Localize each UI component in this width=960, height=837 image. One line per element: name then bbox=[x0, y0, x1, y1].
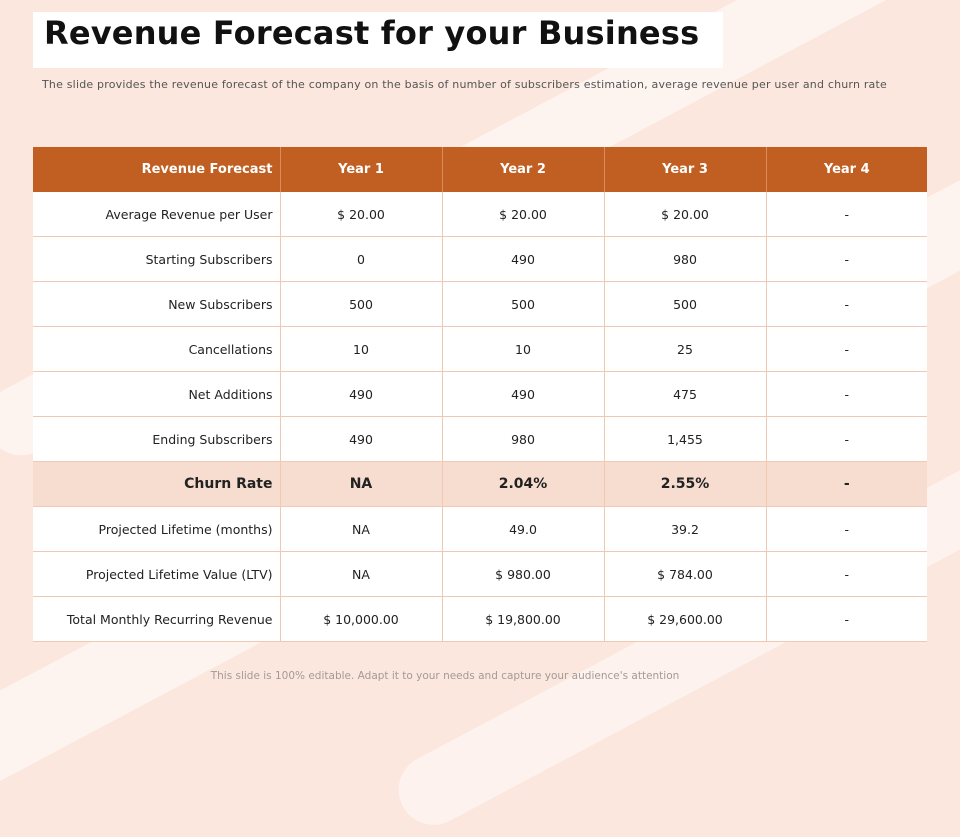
table-cell: NA bbox=[280, 506, 443, 552]
table-cell: $ 19,800.00 bbox=[442, 596, 605, 642]
table-cell: 49.0 bbox=[442, 506, 605, 552]
table-cell: 500 bbox=[280, 281, 443, 327]
table-cell: 25 bbox=[604, 326, 767, 372]
row-label: Projected Lifetime (months) bbox=[33, 506, 281, 552]
table-cell: $ 10,000.00 bbox=[280, 596, 443, 642]
column-header: Year 3 bbox=[604, 147, 767, 192]
table-cell: 490 bbox=[280, 416, 443, 462]
table-cell: 490 bbox=[442, 371, 605, 417]
row-label: Net Additions bbox=[33, 371, 281, 417]
row-label: New Subscribers bbox=[33, 281, 281, 327]
table-row: Projected Lifetime (months) NA 49.0 39.2… bbox=[33, 506, 927, 552]
table-cell: $ 784.00 bbox=[604, 551, 767, 597]
footer-note: This slide is 100% editable. Adapt it to… bbox=[210, 670, 680, 682]
table-row: Cancellations 10 10 25 - bbox=[33, 326, 927, 372]
row-label: Ending Subscribers bbox=[33, 416, 281, 462]
row-label: Average Revenue per User bbox=[33, 192, 281, 237]
table-cell: - bbox=[766, 551, 927, 597]
table-header-row: Revenue Forecast Year 1 Year 2 Year 3 Ye… bbox=[33, 147, 927, 192]
page-title: Revenue Forecast for your Business bbox=[44, 14, 700, 52]
table-cell: 500 bbox=[442, 281, 605, 327]
row-label: Projected Lifetime Value (LTV) bbox=[33, 551, 281, 597]
table-cell: $ 980.00 bbox=[442, 551, 605, 597]
table-cell: 490 bbox=[442, 236, 605, 282]
table-cell: 10 bbox=[280, 326, 443, 372]
table-cell: - bbox=[766, 371, 927, 417]
table-cell: NA bbox=[280, 551, 443, 597]
table-cell: 475 bbox=[604, 371, 767, 417]
table-row: Starting Subscribers 0 490 980 - bbox=[33, 236, 927, 282]
table-cell: - bbox=[766, 596, 927, 642]
table-cell: - bbox=[766, 192, 927, 237]
table-cell: 0 bbox=[280, 236, 443, 282]
table-row: Total Monthly Recurring Revenue $ 10,000… bbox=[33, 596, 927, 642]
table-cell: - bbox=[766, 236, 927, 282]
revenue-forecast-table: Revenue Forecast Year 1 Year 2 Year 3 Ye… bbox=[33, 147, 927, 642]
table-cell: 2.04% bbox=[442, 461, 605, 507]
table-row: Net Additions 490 490 475 - bbox=[33, 371, 927, 417]
table-cell: - bbox=[766, 416, 927, 462]
column-header: Year 1 bbox=[280, 147, 443, 192]
table-row: Average Revenue per User $ 20.00 $ 20.00… bbox=[33, 192, 927, 237]
table-cell: 1,455 bbox=[604, 416, 767, 462]
row-label: Churn Rate bbox=[33, 461, 281, 507]
table-cell: - bbox=[766, 461, 927, 507]
table-cell: 980 bbox=[442, 416, 605, 462]
table-row: Projected Lifetime Value (LTV) NA $ 980.… bbox=[33, 551, 927, 597]
table-cell: 980 bbox=[604, 236, 767, 282]
page-subtitle: The slide provides the revenue forecast … bbox=[42, 78, 887, 91]
table-cell: - bbox=[766, 281, 927, 327]
table-row-churn-rate: Churn Rate NA 2.04% 2.55% - bbox=[33, 461, 927, 507]
table-cell: 2.55% bbox=[604, 461, 767, 507]
table-cell: 39.2 bbox=[604, 506, 767, 552]
table-cell: 500 bbox=[604, 281, 767, 327]
table-cell: $ 20.00 bbox=[442, 192, 605, 237]
table-cell: NA bbox=[280, 461, 443, 507]
table-cell: $ 20.00 bbox=[280, 192, 443, 237]
row-label: Total Monthly Recurring Revenue bbox=[33, 596, 281, 642]
table-row: Ending Subscribers 490 980 1,455 - bbox=[33, 416, 927, 462]
table-cell: - bbox=[766, 326, 927, 372]
table-row: New Subscribers 500 500 500 - bbox=[33, 281, 927, 327]
table-cell: 10 bbox=[442, 326, 605, 372]
row-label: Cancellations bbox=[33, 326, 281, 372]
table-cell: - bbox=[766, 506, 927, 552]
column-header: Year 4 bbox=[766, 147, 927, 192]
row-label: Starting Subscribers bbox=[33, 236, 281, 282]
column-header: Year 2 bbox=[442, 147, 605, 192]
title-box bbox=[33, 12, 723, 68]
table-cell: $ 20.00 bbox=[604, 192, 767, 237]
column-header: Revenue Forecast bbox=[33, 147, 281, 192]
table-cell: 490 bbox=[280, 371, 443, 417]
table-cell: $ 29,600.00 bbox=[604, 596, 767, 642]
